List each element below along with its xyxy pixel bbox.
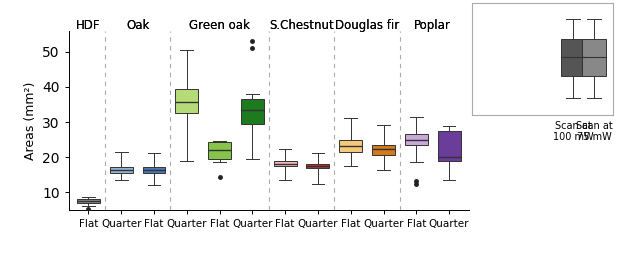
Text: Scan at
75 mW: Scan at 75 mW (576, 121, 612, 142)
Bar (438, 131, 461, 161)
Text: Scan at
100 mW: Scan at 100 mW (553, 121, 594, 142)
Bar (582, 39, 606, 76)
Text: Oak: Oak (126, 19, 149, 33)
Text: Douglas fir: Douglas fir (335, 19, 399, 33)
Text: Green oak: Green oak (189, 19, 250, 33)
Bar (175, 89, 198, 113)
Bar (405, 134, 428, 145)
Bar (274, 161, 297, 166)
Bar (142, 167, 166, 173)
Bar (77, 199, 100, 202)
Bar (339, 140, 362, 152)
Bar (110, 167, 132, 173)
Bar (208, 142, 231, 159)
Bar (372, 145, 395, 155)
Y-axis label: Areas (mm²): Areas (mm²) (24, 81, 36, 159)
Text: HDF: HDF (76, 19, 101, 33)
Bar (306, 164, 329, 168)
Text: Douglas fir: Douglas fir (335, 19, 399, 33)
Text: Poplar: Poplar (414, 19, 451, 33)
Text: Oak: Oak (126, 19, 149, 33)
Text: Poplar: Poplar (414, 19, 451, 33)
Text: S.Chestnut: S.Chestnut (269, 19, 334, 33)
Text: HDF: HDF (76, 19, 101, 33)
Bar (241, 99, 264, 124)
Bar (561, 39, 585, 76)
Text: Green oak: Green oak (189, 19, 250, 33)
Text: S.Chestnut: S.Chestnut (269, 19, 334, 33)
